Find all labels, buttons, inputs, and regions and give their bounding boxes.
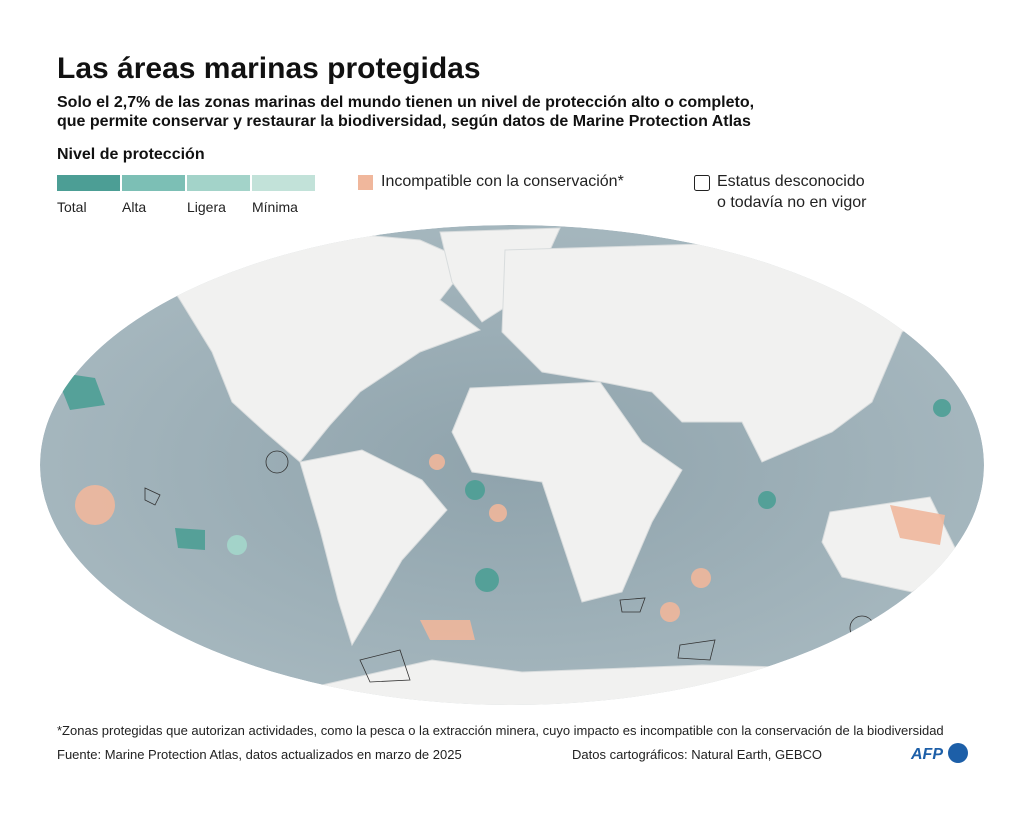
legend-label: Estatus desconocido [717,173,865,190]
footnote: *Zonas protegidas que autorizan activida… [57,723,944,738]
unknown-swatch [694,175,710,191]
afp-logo: AFP [910,746,943,763]
legend-item: Total [57,175,120,215]
source: Fuente: Marine Protection Atlas, datos a… [57,747,462,762]
legend-swatch [57,175,120,191]
legend-levels: Total Alta Ligera Mínima [57,175,315,215]
legend-swatch [122,175,185,191]
legend-swatch [187,175,250,191]
title: Las áreas marinas protegidas [57,52,481,85]
legend-item: Ligera [187,175,250,215]
subtitle: que permite conservar y restaurar la bio… [57,113,751,130]
legend-item: Alta [122,175,185,215]
legend-label: Alta [122,199,147,215]
afp-logo-dot [948,743,968,763]
legend-title: Nivel de protección [57,146,205,163]
legend-label: Mínima [252,199,298,215]
subtitle: Solo el 2,7% de las zonas marinas del mu… [57,94,755,111]
legend-label: o todavía no en vigor [717,194,867,211]
legend-swatch [252,175,315,191]
incompatible-swatch [358,175,373,190]
map-credit: Datos cartográficos: Natural Earth, GEBC… [572,747,822,762]
legend-item: Mínima [252,175,315,215]
legend-label: Total [57,199,87,215]
legend-label: Ligera [187,199,226,215]
legend-label: Incompatible con la conservación* [381,173,624,190]
